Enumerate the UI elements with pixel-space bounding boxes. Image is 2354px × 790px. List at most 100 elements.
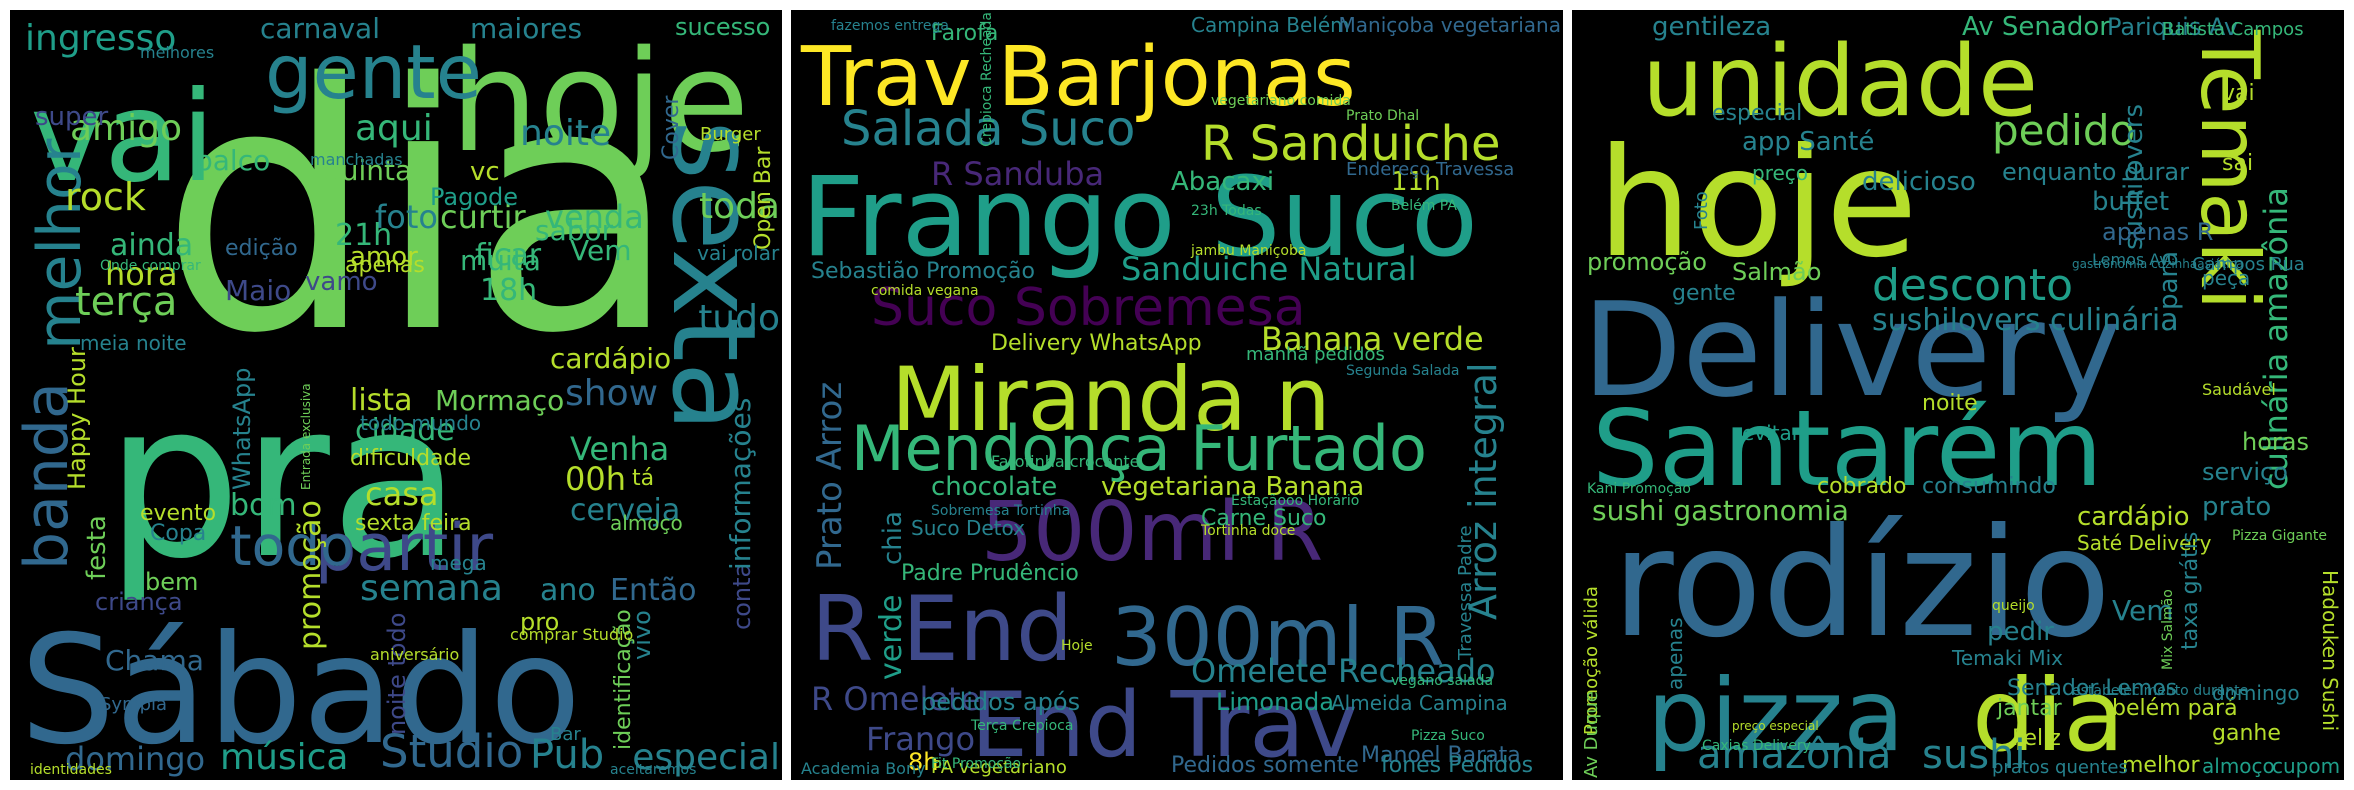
- cloud-word: Travessa Padre: [1455, 525, 1476, 661]
- cloud-word: vamo: [305, 267, 378, 297]
- cloud-word: delicioso: [1862, 167, 1976, 197]
- cloud-word: Open Bar: [751, 146, 776, 250]
- cloud-word: semana: [360, 568, 503, 609]
- cloud-word: pedido: [1992, 106, 2135, 155]
- cloud-word: Maniçoba vegetariana: [1339, 13, 1562, 37]
- cloud-word: sexta feira: [355, 511, 472, 536]
- cloud-word: aqui: [355, 108, 433, 149]
- cloud-word: pedir: [1987, 617, 2054, 647]
- cloud-word: venda: [545, 198, 644, 236]
- word-cloud-2: Trav Barjonas Frango Suco Salada Suco R San…: [791, 10, 1563, 780]
- cloud-word: Caxias Delivery: [1702, 738, 1811, 754]
- cloud-word: Terça Crepioca: [970, 718, 1073, 734]
- cloud-word: tudo: [698, 298, 780, 339]
- cloud-word: fones Pedidos: [1381, 753, 1533, 778]
- cloud-word: terça: [75, 279, 177, 325]
- cloud-word: Suco Detox: [911, 516, 1025, 540]
- cloud-word: preço: [1752, 161, 1808, 185]
- cloud-word: pedidos após: [921, 688, 1080, 716]
- cloud-word: música: [220, 737, 349, 778]
- cloud-word: Chama: [105, 644, 204, 677]
- cloud-word: gastronomia cozinhaasiática: [2072, 257, 2244, 271]
- cloud-word: Maio: [225, 274, 291, 307]
- cloud-word: gentileza: [1652, 12, 1771, 42]
- cloud-word: Fit Promoção: [931, 756, 1021, 772]
- cloud-word: muita: [460, 244, 541, 277]
- cloud-word: PA vegetariano: [931, 757, 1067, 778]
- cloud-word: Bar: [550, 724, 581, 745]
- cloud-word: curtir: [440, 198, 526, 236]
- cloud-word: super: [35, 102, 109, 132]
- cloud-word: consumindo: [1922, 474, 2056, 499]
- cloud-word: mega: [430, 551, 487, 575]
- cloud-word: todo mundo: [360, 411, 481, 435]
- cloud-word: app Santé: [1742, 127, 1874, 157]
- cloud-word: Temaki: [2183, 29, 2276, 310]
- cloud-word: Happy Hour: [63, 347, 91, 490]
- cloud-word: apenas: [1663, 617, 1687, 690]
- cloud-word: noite todo: [383, 613, 411, 735]
- cloud-word: vai rolar: [697, 241, 780, 265]
- cloud-word: Feliz: [2012, 726, 2061, 751]
- cloud-word: Abacaxi: [1171, 167, 1274, 197]
- cloud-word: R Sanduba: [931, 155, 1104, 193]
- cloud-word: meia noite: [80, 331, 187, 355]
- cloud-word: Padre Prudêncio: [901, 561, 1079, 586]
- cloud-word: sucesso: [675, 13, 770, 41]
- cloud-word: evitar: [1742, 421, 1801, 445]
- cloud-word: 00h: [565, 460, 626, 498]
- cloud-word: Pedidos somente: [1171, 753, 1359, 778]
- cloud-word: show: [565, 373, 658, 414]
- cloud-word: comprar Studio: [510, 625, 633, 644]
- cloud-word: R End: [811, 577, 1073, 682]
- cloud-word: evento: [140, 501, 216, 526]
- cloud-word: Manoel Barata: [1361, 743, 1521, 768]
- cloud-word: Vem: [570, 234, 631, 267]
- cloud-word: 11h: [1391, 167, 1441, 197]
- cloud-word: tá: [632, 466, 654, 491]
- cloud-word: Pizza Suco: [1411, 728, 1485, 744]
- cloud-word: sushi gastronomia: [1592, 494, 1849, 527]
- cloud-word: Saudável: [2202, 380, 2276, 399]
- cloud-word: 18h: [480, 273, 537, 308]
- cloud-word: Mormaço: [435, 384, 564, 417]
- cloud-word: Sobremesa Tortinha: [931, 503, 1070, 519]
- cloud-word: foto: [375, 198, 438, 236]
- cloud-word: edição: [225, 236, 298, 261]
- cloud-word: todo: [230, 514, 354, 578]
- cloud-word: vc: [470, 157, 500, 187]
- cloud-word: amor: [350, 242, 418, 272]
- cloud-word: carnaval: [260, 12, 380, 45]
- cloud-word: Onde comprar: [100, 258, 201, 274]
- cloud-word: melhor: [25, 138, 95, 350]
- cloud-word: criança: [95, 588, 183, 616]
- cloud-word: amazônia: [1697, 732, 1891, 778]
- cloud-word: cidade: [355, 413, 455, 448]
- cloud-word: para: [2154, 251, 2184, 310]
- cloud-word: R Sanduiche: [1201, 116, 1500, 172]
- cloud-word: Farofa: [931, 21, 998, 46]
- cloud-word: ano: [540, 573, 596, 608]
- cloud-word: Farofinha crocante: [991, 452, 1139, 471]
- cloud-word: hoje: [1597, 117, 1918, 291]
- cloud-word: serviço: [2202, 458, 2288, 486]
- cloud-word: Copa: [150, 521, 206, 546]
- cloud-word: Segunda Salada: [1346, 363, 1459, 379]
- cloud-word: 300ml R: [1111, 591, 1445, 684]
- cloud-word: Sebastião Promoção: [811, 259, 1035, 284]
- cloud-word: manhã pedidos: [1246, 344, 1385, 365]
- cloud-word: cardápio: [550, 342, 671, 375]
- cloud-word: banda: [12, 382, 82, 570]
- cloud-word: Prato Dhal: [1346, 108, 1419, 124]
- cloud-word: cobrado: [1817, 474, 1906, 499]
- cloud-word: R Omelete: [811, 680, 980, 718]
- cloud-word: dia: [160, 12, 679, 408]
- cloud-word: Delivery WhatsApp: [991, 331, 1202, 356]
- cloud-word: Burger: [700, 124, 761, 145]
- cloud-word: Studio: [380, 725, 523, 778]
- cloud-word: Salada Suco: [841, 101, 1135, 157]
- cloud-word: informações: [724, 398, 757, 570]
- cloud-word: Arroz integral: [1461, 362, 1505, 620]
- cloud-word: 500ml R: [981, 485, 1323, 580]
